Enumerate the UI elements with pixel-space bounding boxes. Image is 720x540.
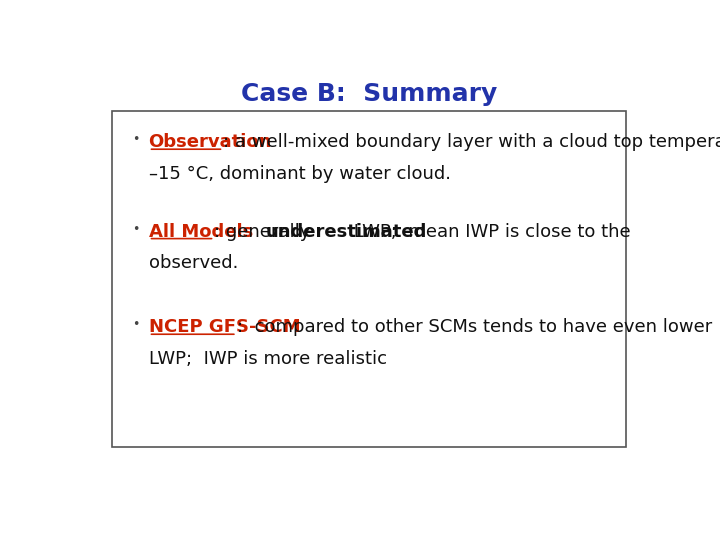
Text: Case B:  Summary: Case B: Summary	[241, 82, 497, 106]
Text: •: •	[132, 133, 139, 146]
Text: : a well-mixed boundary layer with a cloud top temperature of: : a well-mixed boundary layer with a clo…	[223, 133, 720, 151]
Text: NCEP GFS-SCM: NCEP GFS-SCM	[148, 319, 300, 336]
Text: : generally: : generally	[215, 223, 317, 241]
Text: All Models: All Models	[148, 223, 253, 241]
Text: :  compared to other SCMs tends to have even lower: : compared to other SCMs tends to have e…	[237, 319, 712, 336]
Text: underestimated: underestimated	[266, 223, 427, 241]
Text: •: •	[132, 319, 139, 332]
Text: Observation: Observation	[148, 133, 272, 151]
Text: •: •	[132, 223, 139, 236]
Text: observed.: observed.	[148, 254, 238, 272]
Text: LWP;  IWP is more realistic: LWP; IWP is more realistic	[148, 349, 387, 368]
Text: LWP;  mean IWP is close to the: LWP; mean IWP is close to the	[348, 223, 631, 241]
Text: –15 °C, dominant by water cloud.: –15 °C, dominant by water cloud.	[148, 165, 451, 183]
